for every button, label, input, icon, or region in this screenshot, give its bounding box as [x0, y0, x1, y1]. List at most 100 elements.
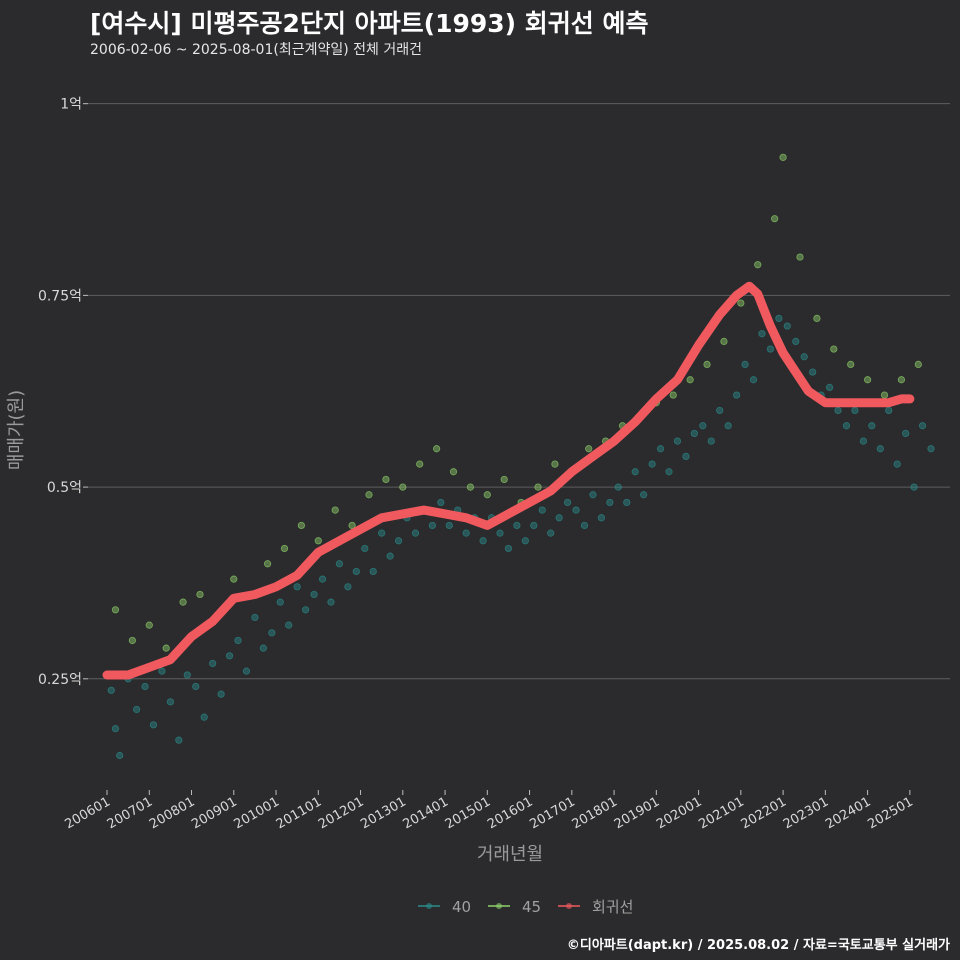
point-series-45: [433, 445, 441, 453]
point-series-45: [466, 483, 475, 491]
point-series-40: [209, 659, 217, 668]
x-tick-label: 201801: [570, 794, 620, 832]
point-series-40: [733, 391, 741, 399]
x-tick-label: 200601: [63, 794, 113, 832]
x-tick-label: 200901: [189, 794, 239, 832]
legend-label: 40: [452, 898, 471, 916]
point-series-45: [686, 376, 694, 384]
point-series-40: [369, 567, 377, 576]
point-series-40: [580, 521, 589, 530]
point-series-45: [111, 606, 120, 614]
point-series-45: [263, 560, 272, 568]
point-series-40: [885, 406, 893, 415]
x-tick-label: 201501: [443, 794, 493, 832]
chart-subtitle: 2006-02-06 ~ 2025-08-01(최근계약일) 전체 거래건: [90, 42, 422, 58]
point-series-40: [513, 521, 521, 530]
point-series-40: [361, 544, 369, 553]
point-series-40: [918, 422, 927, 430]
point-series-40: [293, 583, 301, 591]
point-series-40: [352, 567, 360, 576]
point-series-40: [302, 606, 310, 614]
point-series-40: [259, 644, 267, 652]
point-series-45: [830, 345, 838, 353]
point-series-40: [116, 751, 124, 760]
point-series-40: [631, 468, 639, 476]
legend-key-dot: [496, 903, 502, 909]
point-series-45: [864, 376, 872, 384]
point-series-40: [859, 437, 867, 445]
x-axis-label: 거래년월: [476, 844, 544, 865]
point-series-45: [145, 621, 153, 629]
point-series-40: [310, 590, 318, 599]
x-tick-label: 201301: [358, 794, 408, 832]
point-series-40: [606, 498, 614, 507]
point-series-45: [331, 506, 339, 514]
point-series-40: [640, 491, 648, 499]
x-tick-labels: 2006012007012008012009012010012011012012…: [63, 790, 916, 832]
point-series-40: [111, 725, 120, 733]
point-series-40: [614, 483, 622, 491]
point-series-40: [132, 705, 141, 714]
grid-lines: [83, 103, 950, 680]
x-tick-label: 202001: [654, 794, 704, 832]
point-series-40: [276, 598, 284, 606]
regression-path: [102, 281, 915, 680]
legend-key-dot: [426, 903, 432, 909]
point-series-45: [880, 391, 889, 399]
point-series-40: [910, 483, 918, 491]
point-series-45: [365, 491, 373, 499]
legend-label: 회귀선: [592, 898, 633, 916]
point-series-40: [268, 629, 276, 637]
point-series-40: [682, 452, 690, 461]
point-series-40: [200, 713, 208, 721]
point-series-40: [589, 491, 597, 499]
point-series-40: [555, 514, 563, 522]
point-series-40: [394, 537, 403, 545]
point-series-40: [285, 621, 293, 629]
point-series-40: [648, 460, 656, 468]
point-series-45: [813, 314, 821, 322]
point-series-45: [382, 475, 390, 484]
x-tick-label: 201701: [527, 794, 577, 832]
point-series-45: [230, 575, 238, 583]
chart-title: [여수시] 미평주공2단지 아파트(1993) 회귀선 예측: [90, 9, 649, 38]
legend-key-dot: [566, 903, 572, 909]
point-series-45: [416, 460, 424, 468]
point-series-40: [141, 682, 149, 691]
y-tick-label: 0.75억: [38, 288, 82, 304]
point-series-45: [128, 636, 136, 645]
point-series-45: [897, 376, 906, 384]
point-series-40: [107, 686, 115, 694]
point-series-45: [914, 360, 922, 369]
point-series-40: [217, 690, 225, 698]
point-series-40: [758, 330, 766, 338]
y-tick-labels: 0.25억 0.5억 0.75억 1억: [38, 97, 82, 688]
point-series-40: [572, 506, 580, 514]
point-series-40: [902, 429, 910, 438]
point-series-40: [851, 406, 859, 415]
point-series-40: [166, 698, 174, 706]
point-series-40: [437, 498, 445, 507]
regression-line: [102, 281, 915, 680]
point-series-40: [428, 521, 436, 530]
point-series-40: [868, 422, 876, 430]
x-tick-label: 200801: [147, 794, 197, 832]
point-series-40: [335, 560, 344, 568]
point-series-45: [703, 360, 711, 369]
point-series-40: [225, 652, 234, 660]
point-series-40: [521, 537, 529, 545]
x-tick-label: 201201: [316, 794, 366, 832]
x-tick-label: 201601: [485, 794, 535, 832]
point-series-45: [669, 391, 677, 399]
point-series-40: [547, 529, 555, 537]
y-tick-label: 1억: [60, 97, 82, 113]
point-series-45: [720, 337, 728, 345]
point-series-45: [737, 299, 745, 307]
point-series-40: [783, 322, 791, 330]
x-tick-label: 201001: [232, 794, 282, 832]
point-series-40: [597, 514, 605, 522]
point-series-40: [724, 422, 732, 430]
point-series-40: [234, 636, 242, 645]
point-series-45: [399, 483, 407, 491]
